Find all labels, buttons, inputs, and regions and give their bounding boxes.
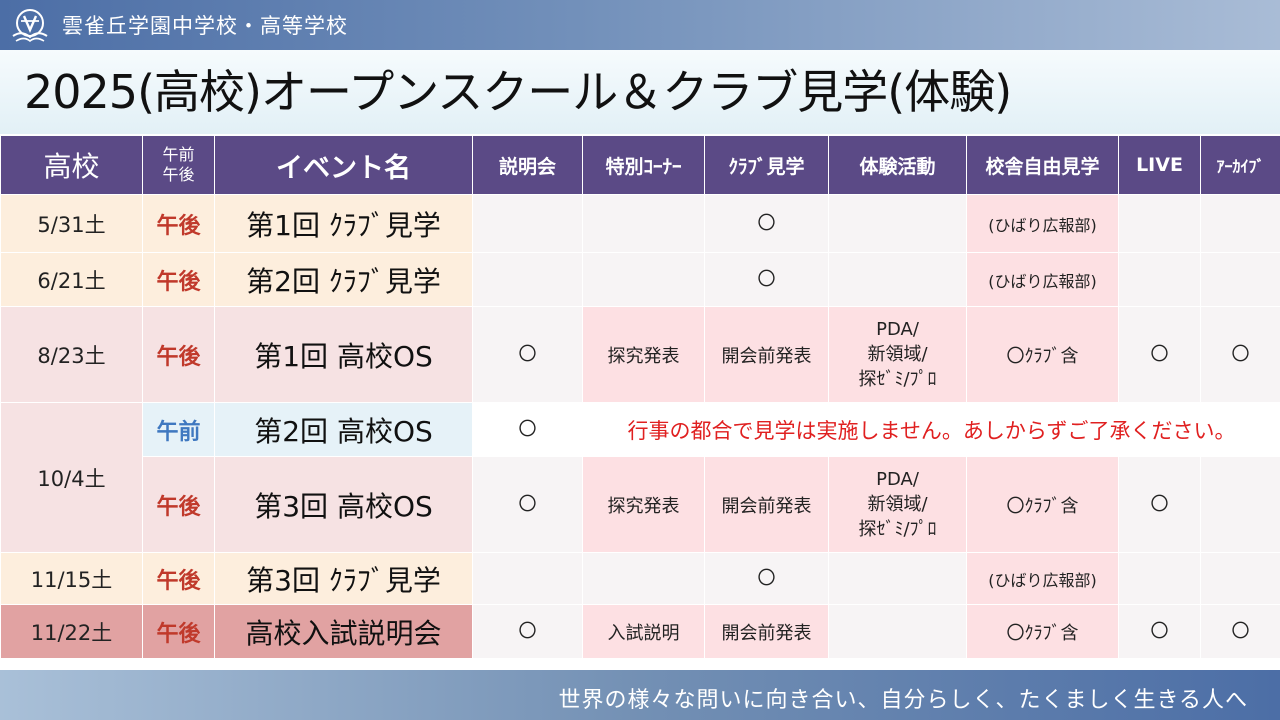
row-experience (828, 552, 967, 605)
col-header-briefing: 説明会 (472, 135, 583, 195)
table-row: 11/15土 午後 第3回 ｸﾗﾌﾞ見学 〇 (ひばり広報部) (0, 552, 1280, 605)
row-ampm: 午後 (142, 552, 215, 605)
row-ampm: 午前 (142, 402, 215, 457)
row-experience: PDA/ 新領域/ 探ｾﾞﾐ/ﾌﾟﾛ (828, 306, 967, 403)
row-date: 11/15土 (0, 552, 143, 605)
col-header-club: ｸﾗﾌﾞ見学 (704, 135, 829, 195)
row-live: 〇 (1118, 604, 1201, 659)
row-live: 〇 (1118, 306, 1201, 403)
row-experience-line: 新領域/ (867, 344, 928, 365)
row-date: 11/22土 (0, 604, 143, 659)
row-ampm: 午後 (142, 252, 215, 307)
row-campus: (ひばり広報部) (966, 194, 1119, 253)
col-header-school: 高校 (0, 135, 143, 195)
row-special (582, 252, 705, 307)
row-date: 6/21土 (0, 252, 143, 307)
row-experience-line: 探ｾﾞﾐ/ﾌﾟﾛ (858, 519, 937, 540)
table-row: 午後 第3回 高校OS 〇 探究発表 開会前発表 PDA/ 新領域/ 探ｾﾞﾐ/… (1, 456, 1280, 553)
row-archive (1200, 552, 1280, 605)
page-title: 2025(高校)オープンスクール＆クラブ見学(体験) (24, 65, 1012, 119)
col-header-ampm-line1: 午前 (162, 145, 195, 164)
col-header-ampm: 午前 午後 (142, 135, 215, 195)
row-experience (828, 604, 967, 659)
row-briefing: 〇 (472, 306, 583, 403)
school-slogan: 世界の様々な問いに向き合い、自分らしく、たくましく生きる人へ (558, 688, 1248, 713)
row-special: 入試説明 (582, 604, 705, 659)
row-live (1118, 194, 1201, 253)
row-archive (1200, 252, 1280, 307)
row-campus: 〇ｸﾗﾌﾞ含 (966, 306, 1119, 403)
school-crest-icon (12, 9, 48, 43)
row-date: 5/31土 (0, 194, 143, 253)
row-club: 〇 (704, 194, 829, 253)
row-event-name: 第3回 高校OS (214, 456, 473, 553)
table-row: 6/21土 午後 第2回 ｸﾗﾌﾞ見学 〇 (ひばり広報部) (0, 252, 1280, 307)
title-band (0, 50, 1280, 134)
row-campus: 〇ｸﾗﾌﾞ含 (966, 604, 1119, 659)
row-archive: 〇 (1200, 306, 1280, 403)
row-ampm: 午後 (142, 456, 215, 553)
col-header-special: 特別ｺｰﾅｰ (582, 135, 705, 195)
row-club: 開会前発表 (704, 456, 829, 553)
footer-band: 世界の様々な問いに向き合い、自分らしく、たくましく生きる人へ (0, 670, 1280, 720)
row-experience (828, 194, 967, 253)
row-archive (1200, 194, 1280, 253)
row-ampm: 午後 (142, 194, 215, 253)
row-club: 開会前発表 (704, 306, 829, 403)
row-experience-line: PDA/ (876, 469, 919, 490)
row-club: 〇 (704, 252, 829, 307)
col-header-ampm-line2: 午後 (162, 165, 195, 184)
col-header-experience: 体験活動 (828, 135, 967, 195)
row-live (1118, 552, 1201, 605)
row-experience-line: 探ｾﾞﾐ/ﾌﾟﾛ (858, 369, 937, 390)
row-club: 〇 (704, 552, 829, 605)
row-briefing (472, 252, 583, 307)
table-row: 10/4土 午前 第2回 高校OS 〇 行事の都合で見学は実施しません。あしから… (0, 402, 1280, 553)
row-live (1118, 252, 1201, 307)
row-experience-line: PDA/ (876, 319, 919, 340)
col-header-archive: ｱｰｶｲﾌﾞ (1200, 135, 1280, 195)
row-date: 10/4土 (0, 402, 143, 553)
row-briefing: 〇 (472, 604, 583, 659)
col-header-live: LIVE (1118, 135, 1201, 195)
top-header-band: 雲雀丘学園中学校・高等学校 (0, 0, 1280, 50)
row-event-name: 高校入試説明会 (214, 604, 473, 659)
row-campus: (ひばり広報部) (966, 552, 1119, 605)
row-event-name: 第2回 高校OS (214, 402, 473, 457)
table-row: 11/22土 午後 高校入試説明会 〇 入試説明 開会前発表 〇ｸﾗﾌﾞ含 〇 … (0, 604, 1280, 659)
row-briefing: 〇 (472, 456, 583, 553)
row-ampm: 午後 (142, 604, 215, 659)
row-special: 探究発表 (582, 306, 705, 403)
row-campus: 〇ｸﾗﾌﾞ含 (966, 456, 1119, 553)
row-experience-line: 新領域/ (867, 494, 928, 515)
row-campus: (ひばり広報部) (966, 252, 1119, 307)
row-special: 探究発表 (582, 456, 705, 553)
row-experience: PDA/ 新領域/ 探ｾﾞﾐ/ﾌﾟﾛ (828, 456, 967, 553)
table-header-row: 高校 午前 午後 イベント名 説明会 特別ｺｰﾅｰ ｸﾗﾌﾞ見学 体験活動 校舎… (0, 135, 1280, 195)
col-header-campus: 校舎自由見学 (966, 135, 1119, 195)
row-club: 開会前発表 (704, 604, 829, 659)
row-event-name: 第2回 ｸﾗﾌﾞ見学 (214, 252, 473, 307)
row-experience (828, 252, 967, 307)
row-briefing (472, 552, 583, 605)
row-event-name: 第1回 ｸﾗﾌﾞ見学 (214, 194, 473, 253)
row-event-name: 第1回 高校OS (214, 306, 473, 403)
col-header-event: イベント名 (214, 135, 473, 195)
row-live: 〇 (1118, 456, 1201, 553)
row-ampm: 午後 (142, 306, 215, 403)
table-row: 5/31土 午後 第1回 ｸﾗﾌﾞ見学 〇 (ひばり広報部) (0, 194, 1280, 253)
event-schedule-table: 高校 午前 午後 イベント名 説明会 特別ｺｰﾅｰ ｸﾗﾌﾞ見学 体験活動 校舎… (0, 135, 1280, 659)
row-special (582, 194, 705, 253)
cancellation-notice: 行事の都合で見学は実施しません。あしからずご了承ください。 (582, 402, 1280, 457)
row-special (582, 552, 705, 605)
row-archive (1200, 456, 1280, 553)
row-briefing: 〇 (472, 402, 583, 457)
school-name: 雲雀丘学園中学校・高等学校 (62, 14, 348, 38)
row-event-name: 第3回 ｸﾗﾌﾞ見学 (214, 552, 473, 605)
row-archive: 〇 (1200, 604, 1280, 659)
row-briefing (472, 194, 583, 253)
table-row: 8/23土 午後 第1回 高校OS 〇 探究発表 開会前発表 PDA/ 新領域/… (0, 306, 1280, 403)
row-date: 8/23土 (0, 306, 143, 403)
